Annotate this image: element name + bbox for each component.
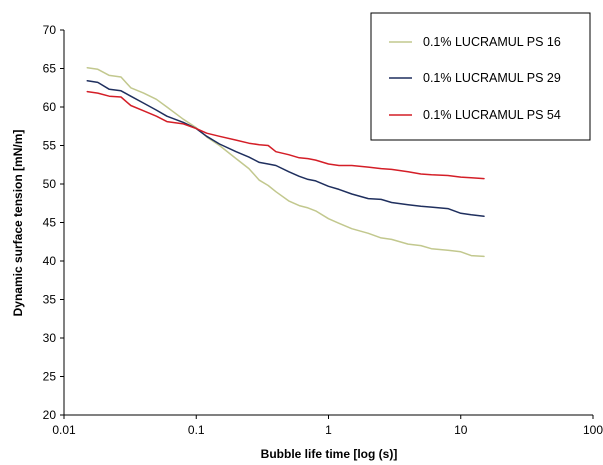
y-tick-label: 60 <box>43 100 57 114</box>
y-tick-label: 70 <box>43 23 57 37</box>
legend-box <box>370 12 591 141</box>
x-tick-label: 10 <box>454 423 468 437</box>
legend-label: 0.1% LUCRAMUL PS 16 <box>423 35 561 49</box>
y-tick-label: 45 <box>43 216 57 230</box>
y-tick-label: 55 <box>43 139 57 153</box>
x-tick-label: 100 <box>583 423 603 437</box>
x-tick-label: 0.01 <box>52 423 76 437</box>
series-line <box>86 90 485 180</box>
legend-label: 0.1% LUCRAMUL PS 54 <box>423 108 561 122</box>
y-tick-label: 20 <box>43 408 57 422</box>
series-layer <box>86 66 485 258</box>
y-tick-label: 30 <box>43 331 57 345</box>
axes: 20 25 30 35 40 45 50 55 60 65 70 0.01 0.1 1 10 100 <box>43 23 603 437</box>
y-axis-title: Dynamic surface tension [mN/m] <box>11 130 25 317</box>
series-line <box>86 66 485 258</box>
legend: 0.1% LUCRAMUL PS 16 0.1% LUCRAMUL PS 29 … <box>370 12 591 141</box>
x-axis-title: Bubble life time [log (s)] <box>261 447 398 461</box>
y-tick-label: 40 <box>43 254 57 268</box>
legend-label: 0.1% LUCRAMUL PS 29 <box>423 71 561 85</box>
x-tick-label: 0.1 <box>188 423 205 437</box>
y-tick-label: 25 <box>43 370 57 384</box>
y-tick-label: 65 <box>43 62 57 76</box>
series-line <box>86 80 485 218</box>
y-tick-label: 50 <box>43 177 57 191</box>
x-tick-label: 1 <box>325 423 332 437</box>
y-tick-label: 35 <box>43 293 57 307</box>
